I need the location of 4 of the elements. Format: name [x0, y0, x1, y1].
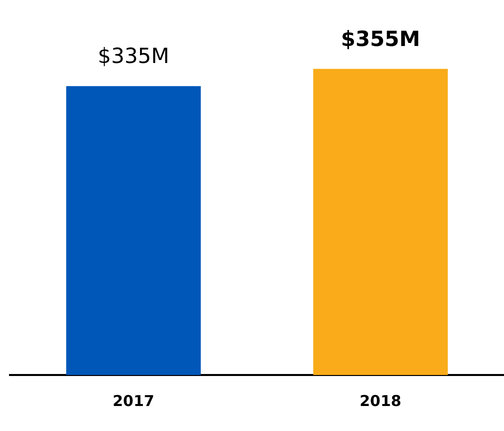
- x-tick-label: 2018: [360, 392, 402, 410]
- data-label: $355M: [340, 26, 420, 51]
- x-tick-label: 2017: [112, 392, 154, 410]
- data-label: $335M: [98, 44, 170, 68]
